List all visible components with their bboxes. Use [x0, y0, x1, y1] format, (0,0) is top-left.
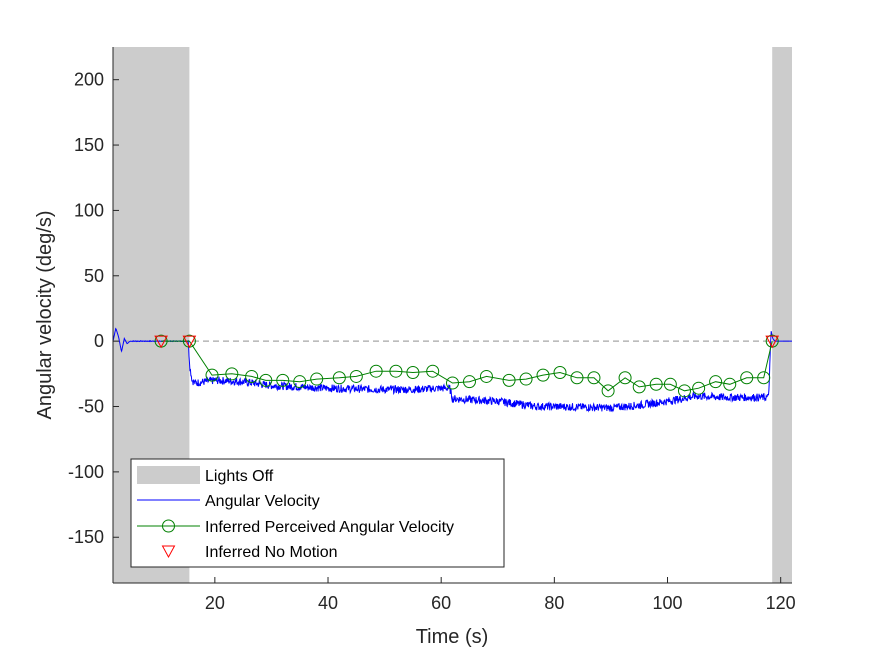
angular-velocity-line	[112, 327, 792, 413]
perceived-velocity-point-8	[293, 375, 307, 389]
y-tick-label--100: -100	[68, 462, 104, 482]
perceived-velocity-point-6	[259, 373, 273, 387]
perceived-velocity-point-23	[570, 371, 584, 385]
legend-label-2: Angular Velocity	[205, 493, 320, 510]
perceived-velocity-point-34	[740, 371, 754, 385]
perceived-velocity-point-3	[205, 368, 219, 382]
perceived-velocity-point-11	[349, 369, 363, 383]
no-motion-marker-1	[154, 335, 168, 349]
perceived-velocity-point-5	[245, 369, 259, 383]
legend-label-1: Lights Off	[205, 468, 274, 485]
perceived-velocity-point-22	[553, 366, 567, 380]
no-motion-marker-2	[182, 335, 197, 349]
y-tick-label--50: -50	[78, 397, 104, 417]
perceived-velocity-point-15	[426, 364, 440, 378]
perceived-velocity-point-21	[536, 368, 550, 382]
x-tick-label-80: 80	[544, 593, 564, 613]
x-tick-label-100: 100	[652, 593, 682, 613]
tick-labels: 20 40 60 80 100 120 200 150 100 50 0 -50 -100 -150	[68, 70, 796, 613]
perceived-velocity-point-24	[587, 371, 601, 385]
legend-label-3: Inferred Perceived Angular Velocity	[205, 519, 454, 536]
perceived-velocity-point-30	[677, 384, 691, 398]
x-tick-label-40: 40	[318, 593, 338, 613]
perceived-velocity-point-32	[709, 375, 723, 389]
y-tick-label--150: -150	[68, 527, 104, 547]
lights-off-region-2	[772, 47, 792, 583]
perceived-velocity-point-9	[310, 372, 324, 386]
legend: Lights Off Angular Velocity Inferred Perce…	[130, 458, 505, 568]
perceived-velocity-point-19	[502, 373, 516, 387]
perceived-velocity-point-18	[479, 369, 493, 383]
perceived-velocity-point-26	[618, 371, 632, 385]
perceived-velocity-point-31	[692, 381, 706, 395]
perceived-velocity-point-16	[446, 376, 459, 390]
y-tick-label-200: 200	[74, 70, 104, 90]
perceived-velocity-point-13	[389, 364, 403, 378]
y-tick-label-100: 100	[74, 200, 104, 220]
inferred-perceived-angular-velocity-line	[161, 340, 773, 392]
legend-label-4: Inferred No Motion	[205, 544, 338, 561]
perceived-velocity-point-35	[757, 371, 771, 385]
x-tick-label-20: 20	[205, 593, 225, 613]
perceived-velocity-point-12	[369, 364, 383, 378]
no-motion-marker-3	[765, 335, 780, 349]
axes	[112, 47, 792, 584]
perceived-velocity-point-20	[519, 372, 533, 386]
perceived-velocity-point-14	[406, 366, 420, 380]
y-axis-label: Angular velocity (deg/s)	[34, 211, 56, 420]
perceived-velocity-point-4	[225, 367, 239, 381]
x-tick-label-120: 120	[766, 593, 796, 613]
perceived-velocity-point-29	[663, 377, 677, 391]
x-axis-label: Time (s)	[416, 626, 489, 648]
y-tick-label-50: 50	[84, 266, 104, 286]
legend-swatch-perceived-circle	[162, 519, 175, 533]
perceived-velocity-point-27	[632, 380, 646, 394]
series-layer	[112, 327, 792, 413]
perceived-velocity-point-33	[723, 377, 737, 391]
perceived-velocity-point-10	[332, 371, 346, 385]
perceived-velocity-point-25	[601, 384, 615, 398]
legend-swatch-no-motion	[161, 545, 176, 559]
y-tick-label-150: 150	[74, 135, 104, 155]
legend-swatch-lights-off	[137, 466, 200, 484]
perceived-velocity-point-28	[649, 377, 663, 391]
perceived-velocity-point-17	[462, 375, 476, 389]
x-tick-label-60: 60	[431, 593, 451, 613]
y-tick-label-0: 0	[94, 331, 104, 351]
perceived-velocity-point-7	[276, 373, 290, 387]
